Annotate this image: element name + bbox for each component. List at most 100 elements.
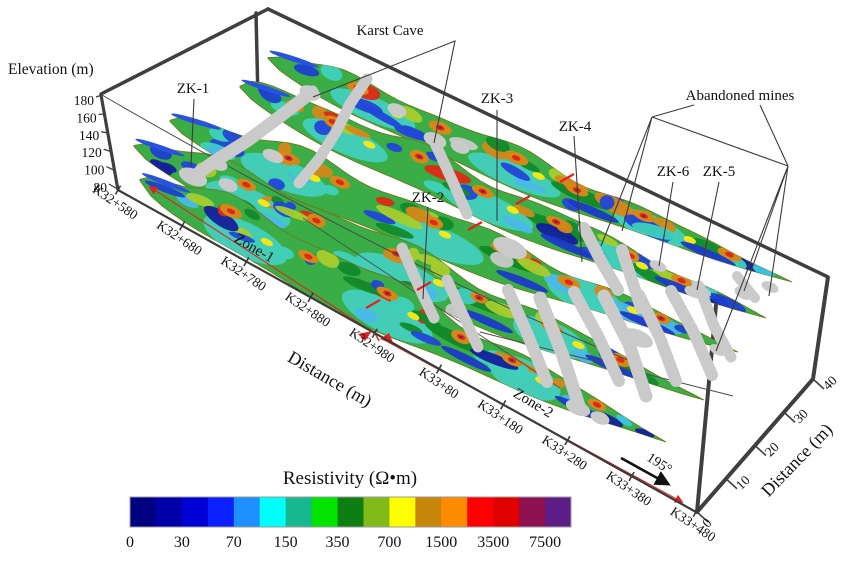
colorbar-tick-label: 3500 xyxy=(477,534,509,551)
cave-void xyxy=(218,178,238,192)
zone-boundary-dash xyxy=(515,195,531,205)
elevation-tick xyxy=(103,148,113,153)
colorbar-segment xyxy=(545,497,572,527)
colorbar-tick-label: 700 xyxy=(377,534,401,551)
cave-void xyxy=(299,85,321,101)
abandoned-mines-leaders-right xyxy=(715,104,789,352)
mine-tunnel-void xyxy=(396,242,440,324)
colorbar-tick-label: 0 xyxy=(126,534,134,551)
elevation-tick xyxy=(108,183,120,191)
contour-blob xyxy=(311,105,328,120)
contour-blob xyxy=(599,195,615,210)
chainage-tick xyxy=(307,292,314,303)
colorbar-segment xyxy=(311,497,338,527)
right-distance-tick xyxy=(754,444,767,457)
contour-blob xyxy=(423,180,451,195)
contour-blob xyxy=(375,196,395,207)
contour-purple-speck xyxy=(659,317,663,320)
chainage-tick xyxy=(692,507,699,517)
cave-void xyxy=(565,399,591,417)
contour-yellow xyxy=(635,261,649,270)
box-edge-right-vertical xyxy=(811,276,830,380)
contour-yellow xyxy=(407,312,420,321)
colorbar-tick-label: 70 xyxy=(226,534,242,551)
contour-blob xyxy=(344,125,371,139)
elevation-tick-label: 180 xyxy=(74,93,95,108)
elevation-axis xyxy=(99,94,120,191)
chainage-tick xyxy=(564,435,571,446)
contour-purple-speck xyxy=(477,296,481,299)
section-tip-beak xyxy=(141,173,191,193)
contour-blob xyxy=(320,64,343,81)
chainage-axis xyxy=(117,189,697,513)
contour-yellow xyxy=(532,172,545,180)
contour-purple-speck xyxy=(554,220,558,223)
contour-blob xyxy=(363,210,396,225)
cave-void xyxy=(623,328,653,348)
mine-tunnel-void xyxy=(568,286,625,387)
contour-red-core xyxy=(564,279,574,286)
contour-blob xyxy=(535,223,579,245)
contour-blob xyxy=(632,222,678,240)
contour-blob xyxy=(186,193,215,208)
contour-blob xyxy=(342,276,388,296)
contour-red-core xyxy=(677,277,686,284)
colorbar-segment xyxy=(155,497,183,527)
zone-boundary-dash xyxy=(365,299,381,309)
contour-red-core xyxy=(335,179,345,186)
contour-blue-streak xyxy=(680,241,736,267)
borehole-label-zk6: ZK-6 xyxy=(657,164,690,180)
elevation-tick xyxy=(95,94,103,98)
contour-cyan xyxy=(240,152,327,197)
colorbar-segment xyxy=(467,497,494,527)
contour-blue-streak xyxy=(461,309,514,334)
mine-tunnel-void xyxy=(533,291,586,413)
cave-void xyxy=(590,411,610,425)
contour-blob xyxy=(322,185,339,196)
contour-blob xyxy=(275,205,310,221)
contour-cyan xyxy=(390,218,484,265)
abandoned-mines-leaders-left xyxy=(600,104,789,247)
colorbar-segment xyxy=(363,497,390,527)
contour-blob xyxy=(410,331,442,346)
elevation-tick xyxy=(106,166,116,172)
contour-blob xyxy=(513,204,535,218)
resistivity-section xyxy=(139,176,667,443)
contour-blob xyxy=(635,428,655,438)
section-contours xyxy=(144,180,655,438)
chainage-tick xyxy=(371,328,378,338)
contour-blob xyxy=(752,263,776,277)
colorbar-segment xyxy=(207,497,235,527)
mine-tunnel-void xyxy=(665,285,718,381)
contour-blob xyxy=(597,234,619,247)
contour-red-core xyxy=(725,251,734,258)
elevation-tick-label: 80 xyxy=(94,180,108,195)
elevation-tick xyxy=(101,131,109,134)
contour-blob xyxy=(501,215,533,234)
cave-void xyxy=(709,344,727,356)
colorbar-segment xyxy=(181,497,209,527)
zone1-extent-line xyxy=(148,186,366,328)
right-distance-tick xyxy=(812,378,825,390)
contour-purple-speck xyxy=(481,190,485,193)
interface-line xyxy=(101,94,629,361)
contour-yellow xyxy=(363,140,376,149)
cave-void xyxy=(262,148,284,164)
contour-blue-streak xyxy=(440,345,492,372)
right-distance-tick xyxy=(725,478,738,490)
contour-blue-streak xyxy=(540,233,592,258)
karst-cave-leaders xyxy=(312,40,456,144)
contour-blob xyxy=(482,141,510,160)
cave-void xyxy=(178,167,208,187)
mine-tunnel-void xyxy=(186,85,319,184)
elevation-tick-label: 160 xyxy=(76,110,97,125)
contour-purple-speck xyxy=(459,335,463,339)
section-tip-beak xyxy=(171,113,221,130)
zone-boundary-dash xyxy=(467,221,483,231)
contour-purple-speck xyxy=(417,155,421,158)
colorbar-tick-label: 350 xyxy=(326,534,350,551)
zk5-leader xyxy=(696,181,720,291)
mine-tunnel-void xyxy=(633,289,682,387)
zk2-leader xyxy=(422,206,429,300)
